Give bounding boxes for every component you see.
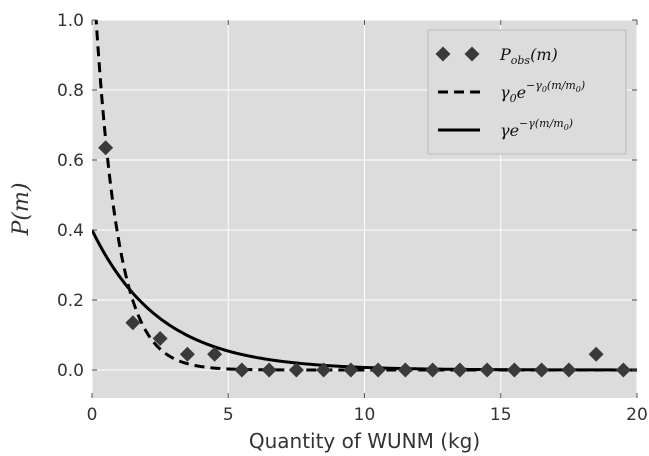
- y-tick-label: 0.2: [57, 291, 84, 311]
- data-point: [261, 362, 277, 378]
- data-point: [534, 362, 550, 378]
- x-tick-label: 10: [354, 405, 376, 425]
- data-point: [316, 362, 332, 378]
- y-tick-label: 1.0: [57, 11, 84, 31]
- data-point: [288, 362, 304, 378]
- tick-labels: 0 5 10 15 20 0.0 0.2 0.4 0.6 0.8 1.0: [57, 11, 648, 425]
- fitted-curve-dashed: [94, 20, 637, 372]
- data-point: [397, 362, 413, 378]
- x-tick-label: 0: [87, 405, 98, 425]
- data-point: [561, 362, 577, 378]
- data-point: [207, 346, 223, 362]
- data-point: [452, 362, 468, 378]
- data-point: [125, 315, 141, 331]
- legend-marker: [464, 46, 480, 62]
- legend-label: γ0e−γ0(m/m0): [500, 79, 585, 105]
- y-tick-label: 0.6: [57, 151, 84, 171]
- y-tick-label: 0.4: [57, 221, 84, 241]
- data-point: [179, 346, 195, 362]
- data-point: [98, 140, 114, 156]
- x-tick-label: 20: [626, 405, 648, 425]
- legend-label: γe−γ(m/m0): [500, 117, 573, 140]
- data-point: [588, 346, 604, 362]
- data-point: [425, 362, 441, 378]
- legend: Pobs(m) γ0e−γ0(m/m0) γe−γ(m/m0): [427, 29, 627, 155]
- y-tick-label: 0.8: [57, 81, 84, 101]
- y-axis-label: P(m): [9, 183, 34, 237]
- data-point: [343, 362, 359, 378]
- legend-marker: [435, 46, 451, 62]
- x-tick-label: 15: [490, 405, 512, 425]
- x-tick-label: 5: [223, 405, 234, 425]
- data-point: [506, 362, 522, 378]
- data-point: [370, 362, 386, 378]
- y-tick-label: 0.0: [57, 361, 84, 381]
- data-point: [615, 362, 631, 378]
- data-point: [152, 331, 168, 346]
- legend-label: Pobs(m): [499, 45, 558, 67]
- data-points: [98, 140, 631, 378]
- data-point: [234, 362, 250, 378]
- x-axis-label: Quantity of WUNM (kg): [249, 429, 480, 453]
- data-point: [479, 362, 495, 378]
